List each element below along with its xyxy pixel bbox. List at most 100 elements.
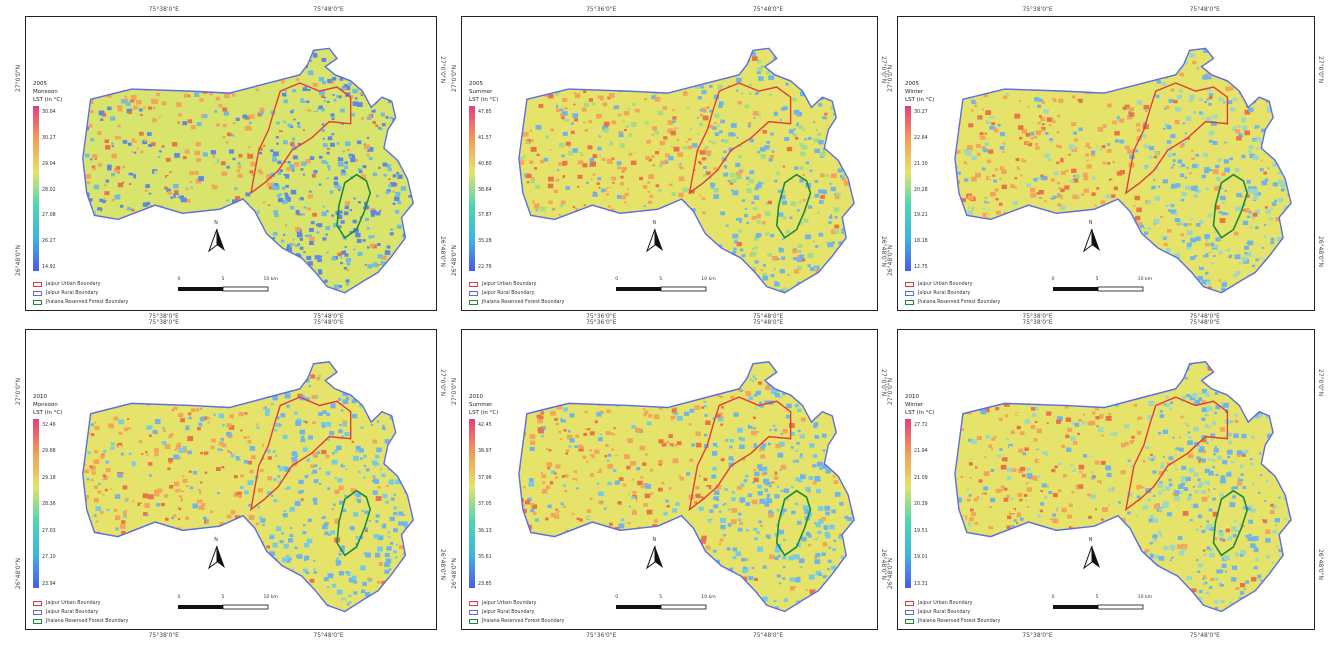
legend-season: Winter <box>905 402 924 408</box>
scale-label-mid: 5 <box>221 595 225 601</box>
forest-boundary <box>775 173 812 239</box>
rural-boundary <box>954 47 1292 294</box>
lst-map <box>82 47 415 294</box>
legend-label-forest: Jhalana Reserved Forest Boundary <box>918 300 1001 305</box>
rural-boundary <box>954 360 1292 613</box>
coord-lat-bottom: 26°48'0"N <box>15 558 22 589</box>
coord-lat-top: 27°0'0"N <box>15 64 22 92</box>
forest-boundary <box>775 489 812 557</box>
legend-year: 2005 <box>469 81 483 87</box>
coord-bottom-left: 75°38'0"E <box>1022 313 1053 320</box>
legend-season: Summer <box>469 402 493 408</box>
scale-label-mid: 5 <box>221 277 225 283</box>
legend-tick-label: 30.27 <box>914 110 928 115</box>
scale-label-mid: 5 <box>1095 595 1099 601</box>
forest-boundary <box>1212 489 1249 557</box>
north-arrow-icon <box>208 228 226 252</box>
color-ramp <box>33 106 39 272</box>
legend-tick-label: 23.94 <box>42 581 56 587</box>
scale-bar <box>178 286 269 292</box>
coord-top-right: 75°48'0"E <box>313 319 344 326</box>
coord-lat-bottom-right: 26°48'0"N <box>439 549 446 580</box>
legend-tick-label: 22.64 <box>914 135 928 141</box>
scale-label-zero: 0 <box>177 277 181 283</box>
north-arrow-icon <box>1082 545 1100 570</box>
legend-tick-label: 23.85 <box>478 581 492 587</box>
forest-boundary <box>336 173 372 239</box>
north-label: N <box>652 220 657 226</box>
legend-unit: LST (in °C) <box>469 410 499 416</box>
coord-lat-top-right: 27°0'0"N <box>880 56 887 84</box>
coord-lat-top-right: 27°0'0"N <box>1317 369 1324 397</box>
legend-unit: LST (in °C) <box>33 97 63 103</box>
legend-label-urban: Jaipur Urban Boundary <box>46 601 101 606</box>
urban-boundary <box>249 82 352 195</box>
legend-tick-label: 40.80 <box>478 161 492 167</box>
legend-tick-label: 37.87 <box>478 213 492 219</box>
coord-bottom-left: 75°38'0"E <box>1022 632 1053 639</box>
legend-tick-label: 20.28 <box>914 187 928 193</box>
rural-boundary <box>82 360 415 613</box>
coord-lat-top: 27°0'0"N <box>451 377 458 405</box>
coord-top-left: 75°36'0"E <box>586 6 617 13</box>
legend-tick-label: 21.94 <box>914 449 928 455</box>
legend-label-rural: Jaipur Rural Boundary <box>482 291 535 296</box>
coord-lat-bottom-right: 26°48'0"N <box>1317 236 1324 267</box>
coord-lat-top: 27°0'0"N <box>15 377 22 405</box>
legend-unit: LST (in °C) <box>469 97 499 103</box>
coord-bottom-left: 75°36'0"E <box>586 632 617 639</box>
coord-lat-top: 27°0'0"N <box>451 64 458 92</box>
map-panel: 75°36'0"E 75°48'0"E 75°36'0"E 75°48'0"E 27°0… <box>451 319 887 639</box>
color-ramp <box>905 419 911 588</box>
coord-lat-bottom-right: 26°48'0"N <box>1317 549 1324 580</box>
legend-label-rural: Jaipur Rural Boundary <box>918 291 971 296</box>
legend-tick-label: 12.75 <box>914 265 928 271</box>
legend-swatch-urban <box>33 282 42 287</box>
legend-tick-label: 21.30 <box>914 161 928 167</box>
legend-swatch-rural <box>33 610 42 615</box>
coord-top-right: 75°48'0"E <box>752 319 784 326</box>
legend-swatch-urban <box>905 601 914 606</box>
legend-unit: LST (in °C) <box>33 410 63 416</box>
legend-tick-label: 29.04 <box>42 161 56 167</box>
legend-tick-label: 18.18 <box>914 239 928 245</box>
legend-tick-label: 42.45 <box>478 423 492 428</box>
legend-swatch-urban <box>469 282 478 287</box>
legend-tick-label: 19.01 <box>914 555 928 561</box>
legend-label-urban: Jaipur Urban Boundary <box>482 282 537 287</box>
color-ramp <box>469 419 475 588</box>
legend-tick-label: 36.13 <box>478 528 492 534</box>
coord-lat-top-right: 27°0'0"N <box>439 369 446 397</box>
coord-top-left: 75°38'0"E <box>1022 319 1053 326</box>
legend-tick-label: 37.05 <box>478 502 492 508</box>
legend-title: 2010 Summer LST (in °C) <box>469 393 498 417</box>
coord-lat-bottom: 26°48'0"N <box>451 245 458 276</box>
coord-top-right: 75°48'0"E <box>1189 319 1220 326</box>
color-ramp <box>905 106 911 272</box>
rural-boundary <box>82 47 415 294</box>
legend-label-forest: Jhalana Reserved Forest Boundary <box>46 300 129 305</box>
legend-tick-label: 21.09 <box>914 475 928 481</box>
legend-year: 2010 <box>33 394 47 400</box>
lst-map <box>954 47 1292 294</box>
coord-bottom-right: 75°48'0"E <box>752 313 784 320</box>
legend-tick-label: 32.46 <box>42 423 56 428</box>
scale-label-end: 10 km <box>263 595 278 601</box>
scale-label-mid: 5 <box>1095 277 1099 283</box>
coord-top-right: 75°48'0"E <box>313 6 344 13</box>
legend-title: 2010 Monsoon LST (in °C) <box>33 393 62 417</box>
coord-lat-bottom-right: 26°48'0"N <box>439 236 446 267</box>
legend-tick-label: 29.18 <box>42 475 56 481</box>
coord-bottom-left: 75°38'0"E <box>148 313 179 320</box>
north-label: N <box>214 537 218 543</box>
coord-bottom-right: 75°48'0"E <box>313 313 344 320</box>
coord-top-left: 75°38'0"E <box>148 6 179 13</box>
legend-swatch-rural <box>469 291 478 296</box>
legend-year: 2005 <box>905 81 919 87</box>
legend-label-rural: Jaipur Rural Boundary <box>482 610 535 615</box>
north-arrow-icon <box>1082 228 1100 252</box>
scale-label-end: 10 km <box>1137 595 1153 601</box>
legend-swatch-forest <box>905 619 914 624</box>
coord-top-left: 75°38'0"E <box>148 319 179 326</box>
scale-bar <box>1052 286 1144 292</box>
